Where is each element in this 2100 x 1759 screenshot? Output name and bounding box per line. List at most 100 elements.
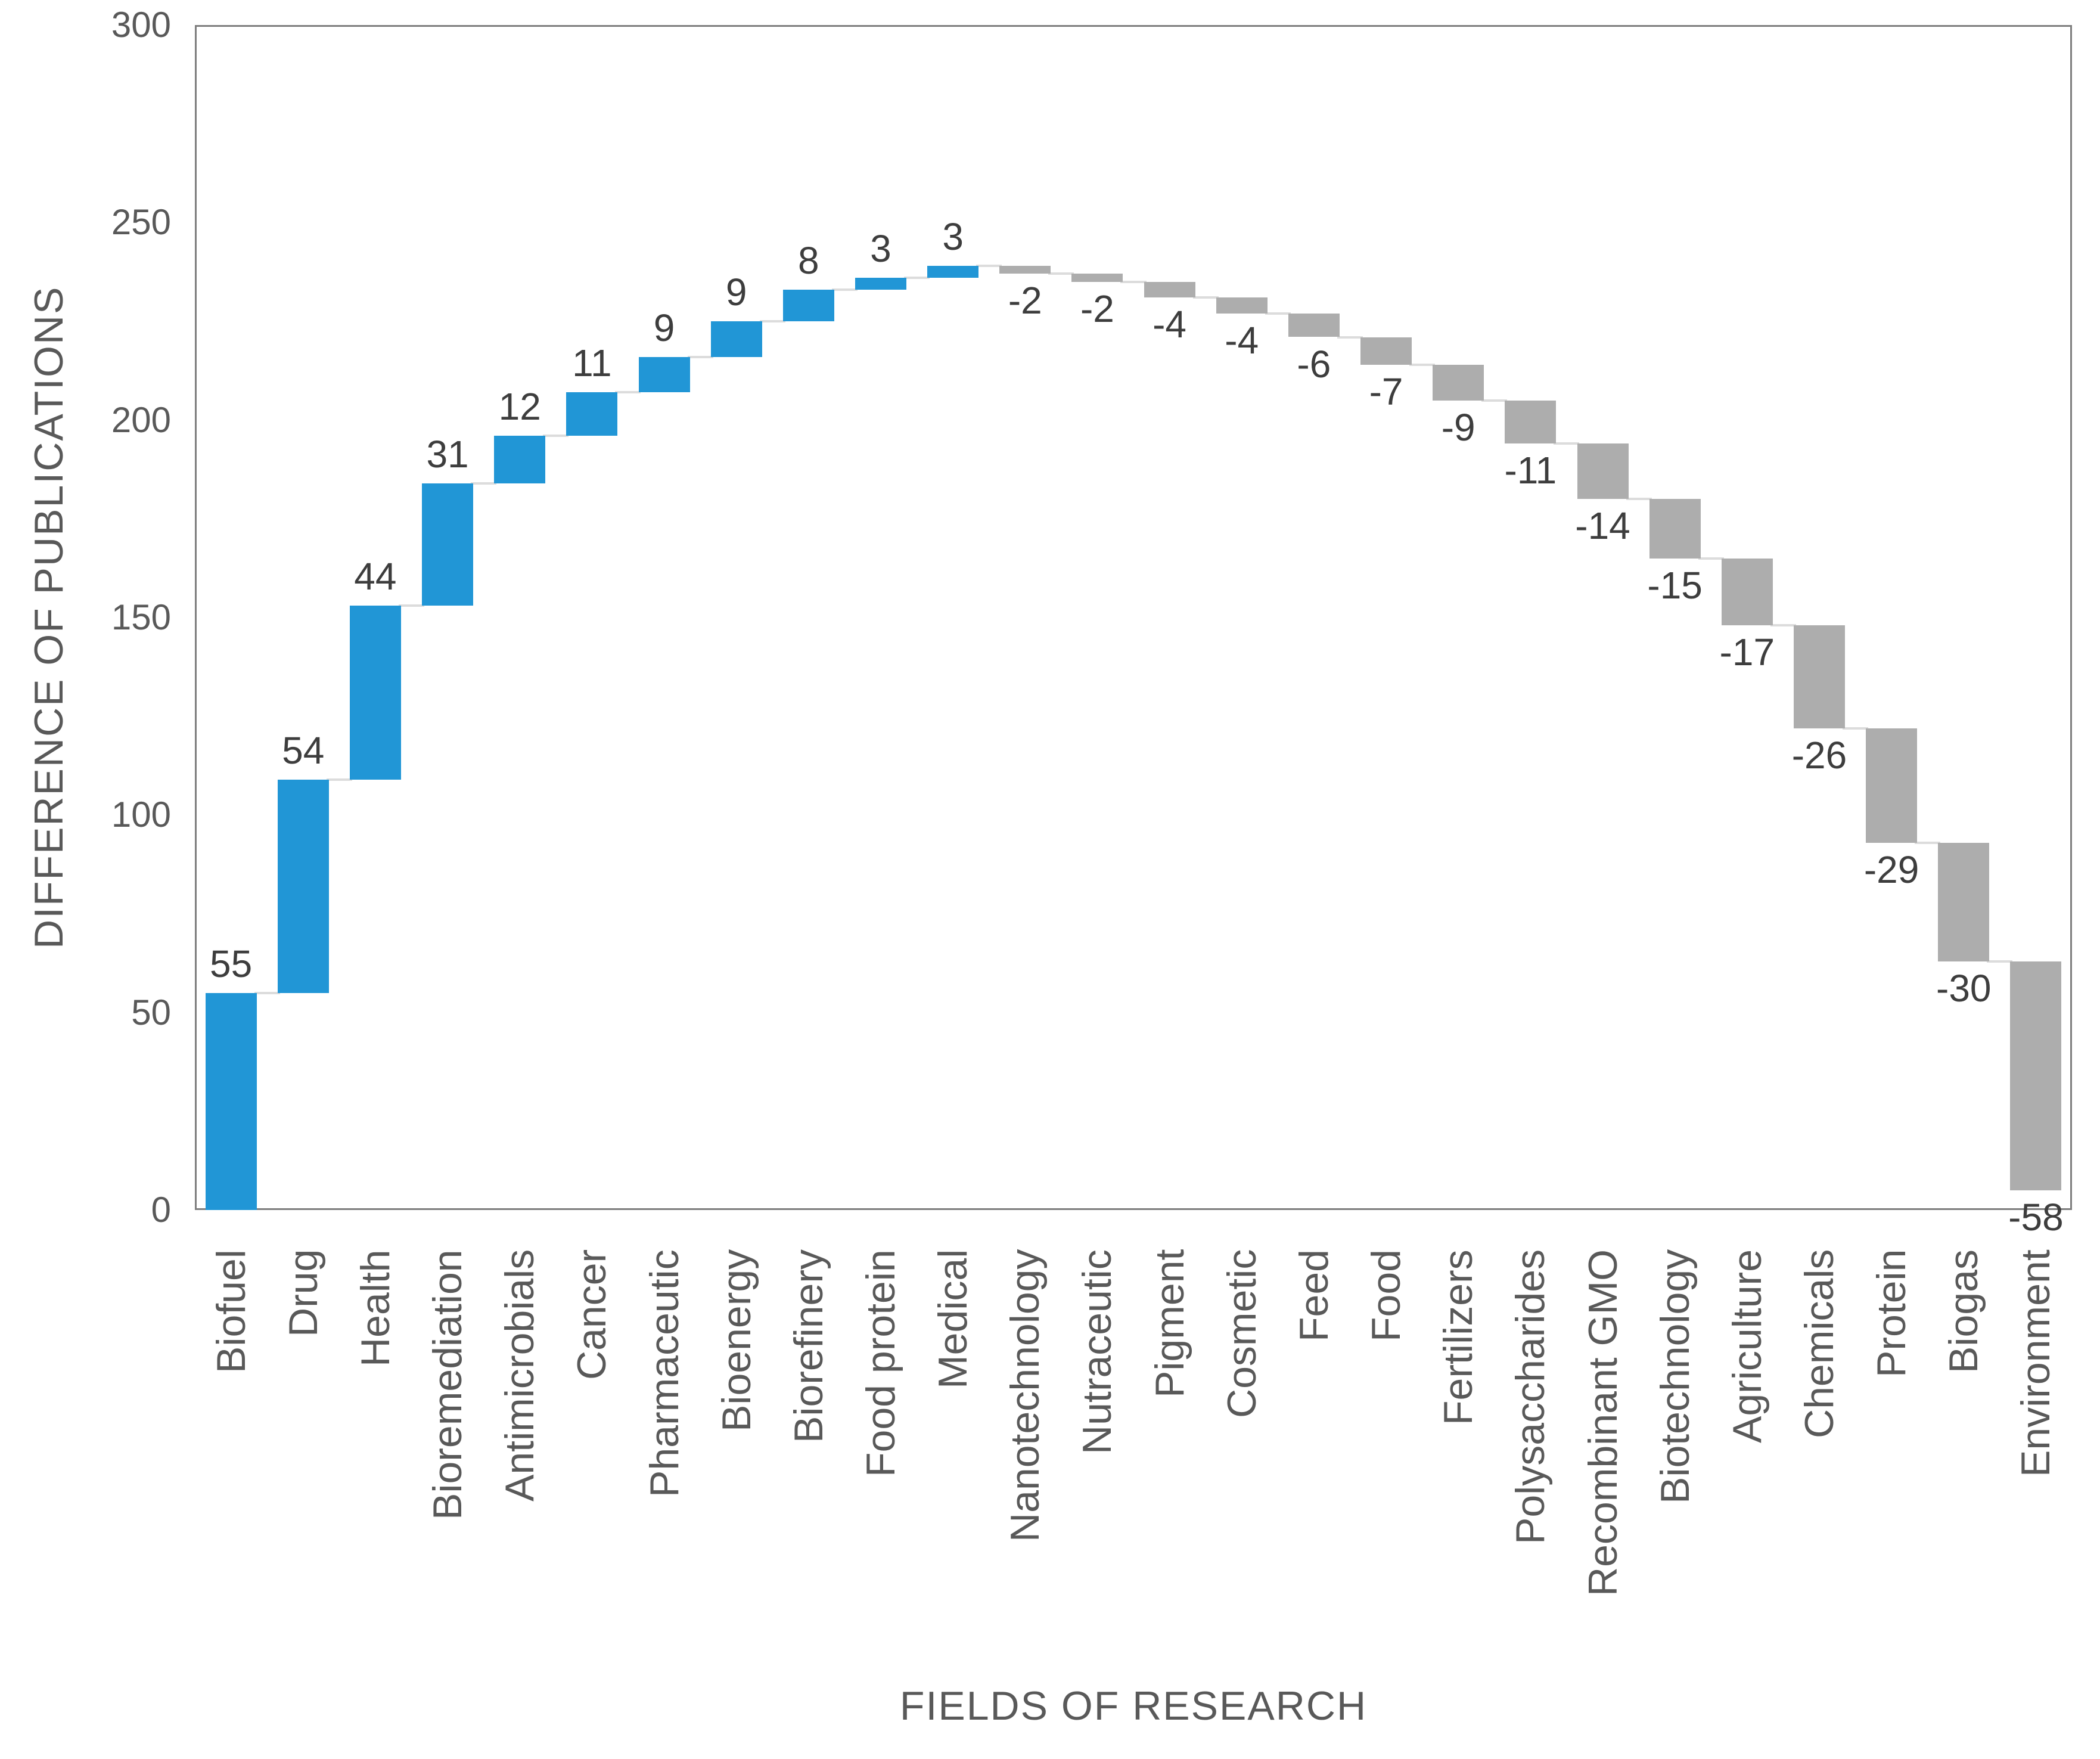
waterfall-bar-health — [349, 606, 401, 780]
waterfall-bar-feed — [1288, 313, 1340, 337]
connector-line — [976, 265, 1002, 268]
connector-line — [903, 277, 930, 280]
waterfall-bar-food-protein — [855, 278, 906, 290]
x-category-label: Antimicrobials — [497, 1249, 543, 1501]
bar-value-label: -29 — [1863, 848, 1919, 891]
y-tick-label: 50 — [131, 992, 171, 1032]
waterfall-bar-nutraceutic — [1071, 274, 1123, 282]
x-category-label: Biotechnology — [1652, 1249, 1698, 1504]
x-category-label: Agriculture — [1724, 1249, 1770, 1443]
y-tick-label: 150 — [111, 597, 171, 637]
bar-value-label: -26 — [1791, 733, 1847, 777]
connector-line — [1626, 498, 1652, 501]
waterfall-bar-biorefinery — [782, 289, 834, 321]
connector-line — [1987, 960, 2013, 963]
waterfall-bar-cosmetic — [1216, 297, 1268, 314]
waterfall-bar-pharmaceutic — [638, 356, 690, 393]
bar-value-label: 54 — [282, 728, 325, 772]
waterfall-bar-protein — [1866, 728, 1918, 843]
bar-value-label: -9 — [1441, 405, 1475, 449]
waterfall-bar-biotechnology — [1649, 499, 1701, 559]
connector-line — [398, 604, 425, 607]
y-tick-label: 0 — [151, 1190, 171, 1230]
connector-line — [471, 482, 497, 485]
waterfall-bar-antimicrobials — [494, 436, 546, 483]
waterfall-bar-bioremediation — [422, 483, 474, 606]
waterfall-bar-fertilizers — [1433, 364, 1484, 401]
connector-line — [1409, 363, 1436, 366]
y-tick-label: 300 — [111, 5, 171, 45]
bar-value-label: -30 — [1936, 966, 1992, 1010]
bar-value-label: -6 — [1297, 342, 1331, 386]
waterfall-bar-biogas — [1938, 842, 1990, 961]
x-category-label: Bioremediation — [425, 1249, 471, 1520]
x-category-label: Medical — [930, 1249, 976, 1389]
bar-value-label: -11 — [1504, 449, 1557, 492]
waterfall-bar-chemicals — [1793, 625, 1845, 728]
bar-value-label: 55 — [209, 942, 253, 985]
connector-line — [1915, 841, 1941, 844]
bar-value-label: 11 — [572, 342, 612, 385]
x-category-label: Polysaccharides — [1508, 1249, 1554, 1544]
connector-line — [254, 991, 280, 994]
bar-value-label: -2 — [1008, 279, 1042, 322]
bar-value-label: -4 — [1225, 318, 1259, 362]
connector-line — [1842, 727, 1869, 730]
connector-line — [1698, 557, 1724, 560]
connector-line — [1265, 312, 1291, 315]
bar-value-label: 3 — [942, 215, 964, 259]
y-tick-label: 100 — [111, 795, 171, 835]
x-category-label: Biofuel — [208, 1249, 254, 1373]
waterfall-bar-environment — [2010, 961, 2062, 1190]
x-category-label: Cosmetic — [1219, 1249, 1265, 1418]
connector-line — [759, 320, 785, 322]
x-category-label: Biogas — [1941, 1249, 1987, 1373]
bar-value-label: 8 — [798, 238, 819, 282]
x-category-label: Food — [1363, 1249, 1409, 1342]
bar-value-label: -7 — [1369, 370, 1403, 413]
bar-value-label: -15 — [1647, 563, 1703, 607]
bar-value-label: 44 — [354, 555, 397, 598]
x-category-label: Recombinant GMO — [1580, 1249, 1626, 1596]
connector-line — [1770, 624, 1796, 627]
plot-area-frame — [195, 25, 2072, 1210]
y-tick-label: 200 — [111, 399, 171, 440]
waterfall-bar-medical — [927, 266, 979, 278]
connector-line — [1481, 399, 1508, 402]
waterfall-bar-bioenergy — [710, 321, 762, 357]
bar-value-label: -58 — [2008, 1195, 2064, 1239]
bar-value-label: 12 — [498, 385, 541, 429]
connector-line — [326, 778, 352, 781]
waterfall-bar-food — [1360, 337, 1412, 365]
waterfall-bar-agriculture — [1721, 558, 1773, 626]
waterfall-bar-nanotechnology — [999, 266, 1051, 274]
bar-value-label: -2 — [1080, 287, 1114, 330]
bar-value-label: 31 — [426, 432, 469, 476]
waterfall-bar-recombinant-gmo — [1577, 443, 1629, 500]
waterfall-bar-drug — [277, 779, 329, 993]
x-category-label: Health — [352, 1249, 398, 1367]
connector-line — [1192, 296, 1219, 299]
connector-line — [615, 391, 641, 394]
x-category-label: Pigment — [1147, 1249, 1192, 1398]
bar-value-label: 9 — [653, 306, 675, 349]
x-category-label: Biorefinery — [785, 1249, 831, 1443]
x-category-label: Cancer — [569, 1249, 615, 1380]
connector-line — [1048, 272, 1074, 275]
x-category-label: Protein — [1869, 1249, 1915, 1378]
bar-value-label: -14 — [1575, 504, 1630, 548]
connector-line — [687, 355, 713, 358]
x-category-label: Fertilizers — [1436, 1249, 1481, 1425]
connector-line — [831, 288, 858, 291]
x-category-label: Nanotechnology — [1002, 1249, 1048, 1542]
x-category-label: Chemicals — [1796, 1249, 1842, 1438]
waterfall-bar-biofuel — [205, 992, 257, 1210]
connector-line — [1554, 442, 1580, 445]
bar-value-label: -4 — [1152, 303, 1187, 346]
bar-value-label: 3 — [870, 227, 891, 271]
x-category-label: Food protein — [858, 1249, 903, 1477]
connector-line — [1120, 280, 1147, 283]
y-tick-label: 250 — [111, 202, 171, 243]
bar-value-label: -17 — [1719, 631, 1775, 674]
